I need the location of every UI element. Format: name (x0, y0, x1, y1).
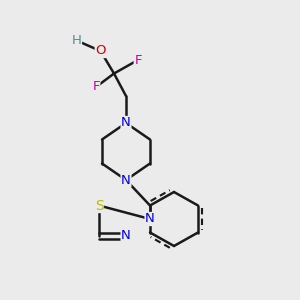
Text: N: N (121, 173, 131, 187)
Text: N: N (145, 212, 155, 226)
Text: S: S (94, 199, 103, 212)
Text: O: O (95, 44, 106, 58)
Text: N: N (121, 116, 131, 130)
Text: N: N (121, 229, 131, 242)
Text: F: F (134, 53, 142, 67)
Text: F: F (92, 80, 100, 94)
Text: H: H (72, 34, 81, 47)
